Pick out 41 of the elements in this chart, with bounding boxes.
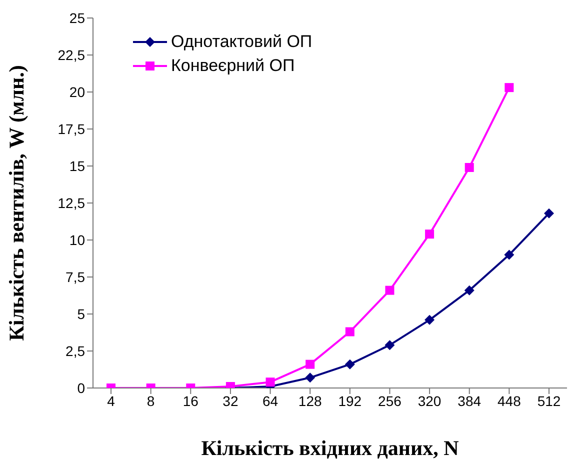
point [306,360,315,369]
point [385,286,394,295]
point [464,162,474,172]
point [305,372,316,383]
x-tick-label: 384 [458,392,482,409]
x-tick-label: 16 [182,392,199,409]
x-tick-label: 64 [262,392,278,409]
x-tick-label: 512 [537,392,561,409]
y-tick-label: 20 [69,84,86,100]
x-tick-label: 256 [378,392,402,409]
x-tick-label: 4 [107,392,116,409]
x-tick-label: 192 [338,392,362,409]
x-axis-title: Кількість вхідних даних, N [201,436,459,460]
x-tick-label: 8 [146,392,155,409]
y-tick-label: 7,5 [66,268,86,285]
x-tick-label: 32 [222,392,238,409]
point [425,230,434,239]
y-tick-label: 17,5 [58,120,86,137]
point [464,285,474,296]
y-tick-label: 25 [69,10,86,26]
legend-label: Однотактовий ОП [171,31,312,53]
y-tick-label: 22,5 [58,46,86,63]
legend-label: Конвеєрний ОП [171,55,295,77]
point [384,340,395,350]
point [424,314,435,325]
y-tick-label: 0 [77,380,86,396]
y-tick-label: 10 [69,232,86,248]
point [345,327,354,336]
y-tick-label: 12,5 [58,194,86,211]
x-tick-label: 128 [298,392,322,409]
x-tick-label: 320 [418,392,442,409]
y-axis-title: Кількість вентилів, W (млн.) [4,65,28,341]
x-tick-label: 448 [498,392,522,409]
point [266,378,275,387]
point [504,250,514,260]
point [544,208,554,218]
point [344,359,355,370]
y-tick-label: 2,5 [66,342,86,359]
y-tick-label: 5 [77,306,86,322]
point [504,83,514,92]
y-tick-label: 15 [69,158,86,174]
